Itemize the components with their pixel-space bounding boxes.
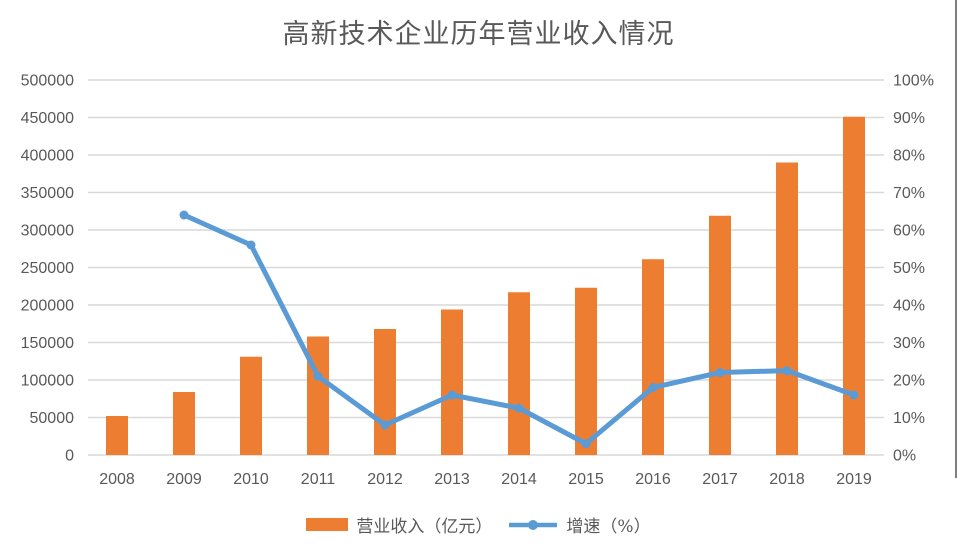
growth-line-marker [782,366,792,376]
growth-legend-label: 增速（%） [566,517,651,537]
x-axis-tick-label: 2018 [769,471,805,488]
chart-legend: 营业收入（亿元） 增速（%） [0,512,957,537]
growth-line-swatch-icon [509,519,558,530]
revenue-bar [173,392,195,455]
right-axis-tick-label: 70% [893,185,925,202]
revenue-bar [441,309,463,455]
left-axis-tick-label: 450000 [21,110,74,127]
revenue-bar [642,259,664,455]
revenue-bar [575,287,597,455]
revenue-bar [776,162,798,455]
x-axis-tick-label: 2008 [99,471,135,488]
left-axis-tick-label: 200000 [21,298,74,315]
right-axis-tick-label: 60% [893,223,925,240]
right-axis-tick-label: 50% [893,260,925,277]
left-axis-tick-label: 500000 [21,73,74,90]
right-axis-tick-label: 10% [893,410,925,427]
revenue-bar [307,336,329,455]
x-axis-tick-label: 2017 [702,471,738,488]
revenue-bar [374,329,396,455]
x-axis-tick-label: 2015 [568,471,604,488]
growth-line-marker [179,210,189,220]
x-axis-tick-label: 2013 [434,471,470,488]
x-axis-tick-label: 2010 [233,471,269,488]
growth-line-marker [849,390,859,400]
growth-line-marker [246,240,256,250]
growth-line-marker [313,371,323,381]
right-axis-tick-label: 90% [893,110,925,127]
revenue-bar-swatch-icon [306,518,349,531]
growth-line-marker [380,420,390,430]
x-axis-tick-label: 2012 [367,471,403,488]
x-axis-tick-label: 2011 [301,471,336,488]
right-axis-tick-label: 80% [893,148,925,165]
x-axis-tick-label: 2014 [501,471,537,488]
revenue-bar [709,215,731,455]
left-axis-tick-label: 100000 [21,373,74,390]
legend-item-growth: 增速（%） [508,512,651,537]
x-axis-tick-label: 2019 [836,471,872,488]
right-axis-tick-label: 30% [893,335,925,352]
growth-line-marker [715,368,725,377]
x-axis-tick-label: 2016 [635,471,671,488]
revenue-bar [508,292,530,455]
right-axis-tick-label: 100% [893,73,934,90]
chart-object-right-border [955,0,957,478]
revenue-legend-label: 营业收入（亿元） [356,517,493,537]
left-axis-tick-label: 150000 [21,335,74,352]
left-axis-tick-label: 0 [65,448,74,465]
growth-line-marker [514,403,524,413]
x-axis-tick-label: 2009 [166,471,202,488]
growth-line-marker [447,390,457,400]
left-axis-tick-label: 350000 [21,185,74,202]
left-axis-tick-label: 400000 [21,148,74,165]
right-axis-tick-label: 40% [893,298,925,315]
revenue-bar [240,356,262,455]
left-axis-tick-label: 250000 [21,260,74,277]
left-axis-tick-label: 300000 [21,223,74,240]
growth-line-marker [581,439,591,449]
right-axis-tick-label: 0% [893,448,916,465]
growth-line-marker [648,383,658,392]
left-axis-tick-label: 50000 [30,410,75,427]
revenue-bar [106,416,128,455]
right-axis-tick-label: 20% [893,373,925,390]
chart-title: 高新技术企业历年营业收入情况 [282,19,675,50]
legend-item-revenue: 营业收入（亿元） [306,512,492,537]
revenue-bar [843,116,865,455]
